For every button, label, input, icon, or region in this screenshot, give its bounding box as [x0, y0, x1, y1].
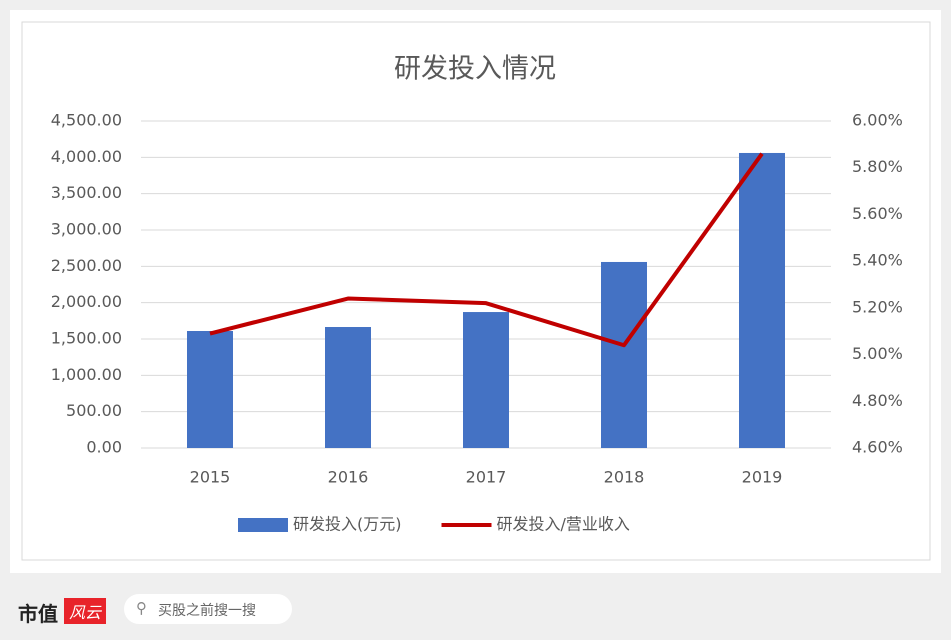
- y2-tick-label: 5.80%: [852, 157, 903, 176]
- legend-label: 研发投入/营业收入: [497, 515, 630, 534]
- search-placeholder: 买股之前搜一搜: [158, 603, 256, 619]
- bar: [601, 261, 647, 448]
- y-tick-label: 1,000.00: [51, 365, 122, 384]
- y-tick-label: 500.00: [66, 401, 122, 420]
- y-tick-label: 4,500.00: [51, 111, 122, 130]
- y2-tick-label: 5.00%: [852, 344, 903, 363]
- brand: 市值: [18, 602, 58, 626]
- y2-tick-label: 4.60%: [852, 438, 903, 457]
- card: [10, 10, 941, 573]
- y-tick-label: 3,000.00: [51, 220, 122, 239]
- y2-tick-label: 4.80%: [852, 391, 903, 410]
- x-tick-label: 2018: [604, 468, 645, 487]
- line: [209, 152, 764, 348]
- bar: [187, 331, 233, 448]
- y2-tick-label: 5.20%: [852, 297, 903, 316]
- y-tick-label: 2,000.00: [51, 292, 122, 311]
- y2-tick-label: 6.00%: [852, 111, 903, 130]
- brand-logo: 风云: [64, 598, 107, 624]
- search-box[interactable]: ⚲ 买股之前搜一搜: [124, 594, 292, 624]
- y-tick-label: 3,500.00: [51, 183, 122, 202]
- x-tick-label: 2017: [466, 468, 507, 487]
- y2-tick-label: 5.40%: [852, 251, 903, 270]
- y-tick-label: 1,500.00: [51, 329, 122, 348]
- x-tick-label: 2016: [328, 468, 369, 487]
- y2-tick-label: 5.60%: [852, 204, 903, 223]
- legend-swatch: [238, 518, 288, 532]
- chart: 研发投入情况 0.00 500.00 1,000.00 1,500.00 2,000.0…: [10, 10, 941, 573]
- chart-border: [21, 21, 931, 561]
- y-tick-label: 4,000.00: [51, 147, 122, 166]
- y-tick-label: 0.00: [86, 438, 122, 457]
- chart-title: 研发投入情况: [394, 54, 556, 85]
- bar: [325, 327, 371, 448]
- search-icon: ⚲: [136, 599, 147, 617]
- x-tick-label: 2019: [742, 468, 783, 487]
- legend-label: 研发投入(万元): [293, 515, 402, 534]
- bar: [739, 152, 785, 448]
- y-tick-label: 2,500.00: [51, 256, 122, 275]
- bar: [463, 312, 509, 448]
- x-tick-label: 2015: [190, 468, 231, 487]
- footer: 市值 风云 ⚲ 买股之前搜一搜: [0, 580, 951, 640]
